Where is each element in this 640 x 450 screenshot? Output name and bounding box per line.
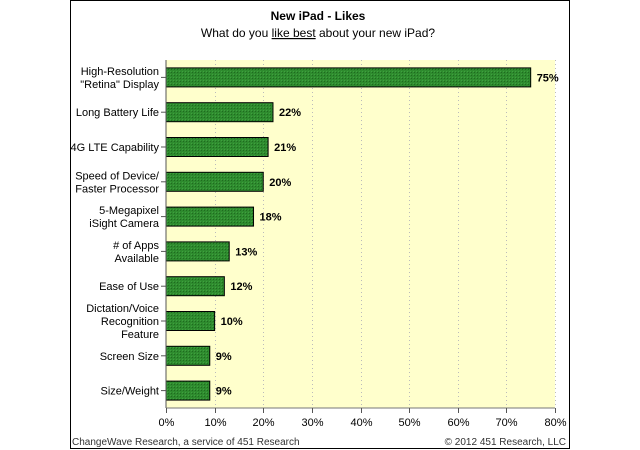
data-label: 20% <box>269 177 291 189</box>
x-tick-label: 60% <box>447 417 469 429</box>
category-label: # of Apps Available <box>113 240 159 265</box>
bar <box>165 171 264 192</box>
bar <box>165 67 532 88</box>
x-tick-label: 20% <box>252 417 274 429</box>
data-label: 22% <box>279 107 301 119</box>
category-label: Ease of Use <box>99 281 159 293</box>
x-tick-label: 80% <box>544 417 566 429</box>
bar <box>165 311 216 331</box>
data-label: 9% <box>216 386 232 398</box>
category-label: Size/Weight <box>101 386 160 398</box>
category-label: Long Battery Life <box>76 107 159 119</box>
bar <box>165 345 211 366</box>
category-label: Speed of Device/Faster Processor <box>75 170 160 195</box>
bar <box>165 380 211 401</box>
data-label: 13% <box>235 246 257 258</box>
data-label: 18% <box>260 212 282 224</box>
x-tick-label: 10% <box>204 417 226 429</box>
data-label: 10% <box>221 316 243 328</box>
bar <box>165 206 255 227</box>
category-label: 4G LTE Capability <box>71 142 160 154</box>
x-tick-label: 70% <box>495 417 517 429</box>
category-label: Dictation/Voice Recognition Feature <box>86 303 159 341</box>
data-label: 12% <box>230 281 252 293</box>
bar <box>165 276 225 297</box>
bar <box>165 241 230 262</box>
x-tick-label: 0% <box>159 417 175 429</box>
chart-title: New iPad - Likes <box>271 9 366 23</box>
x-tick-label: 40% <box>350 417 372 429</box>
data-label: 9% <box>216 351 232 363</box>
footer-source: ChangeWave Research, a service of 451 Re… <box>72 437 300 448</box>
category-label: Screen Size <box>100 351 159 363</box>
category-label: 5-Megapixel iSight Camera <box>89 205 160 230</box>
x-tick-label: 50% <box>398 417 420 429</box>
category-label: High-Resolution "Retina" Display <box>80 66 159 91</box>
bar <box>165 102 274 123</box>
data-label: 21% <box>274 142 296 154</box>
x-tick-label: 30% <box>301 417 323 429</box>
footer-copyright: © 2012 451 Research, LLC <box>445 437 566 448</box>
data-label: 75% <box>537 72 559 84</box>
bar <box>165 137 269 157</box>
chart-subtitle: What do you like best about your new iPa… <box>201 26 435 40</box>
